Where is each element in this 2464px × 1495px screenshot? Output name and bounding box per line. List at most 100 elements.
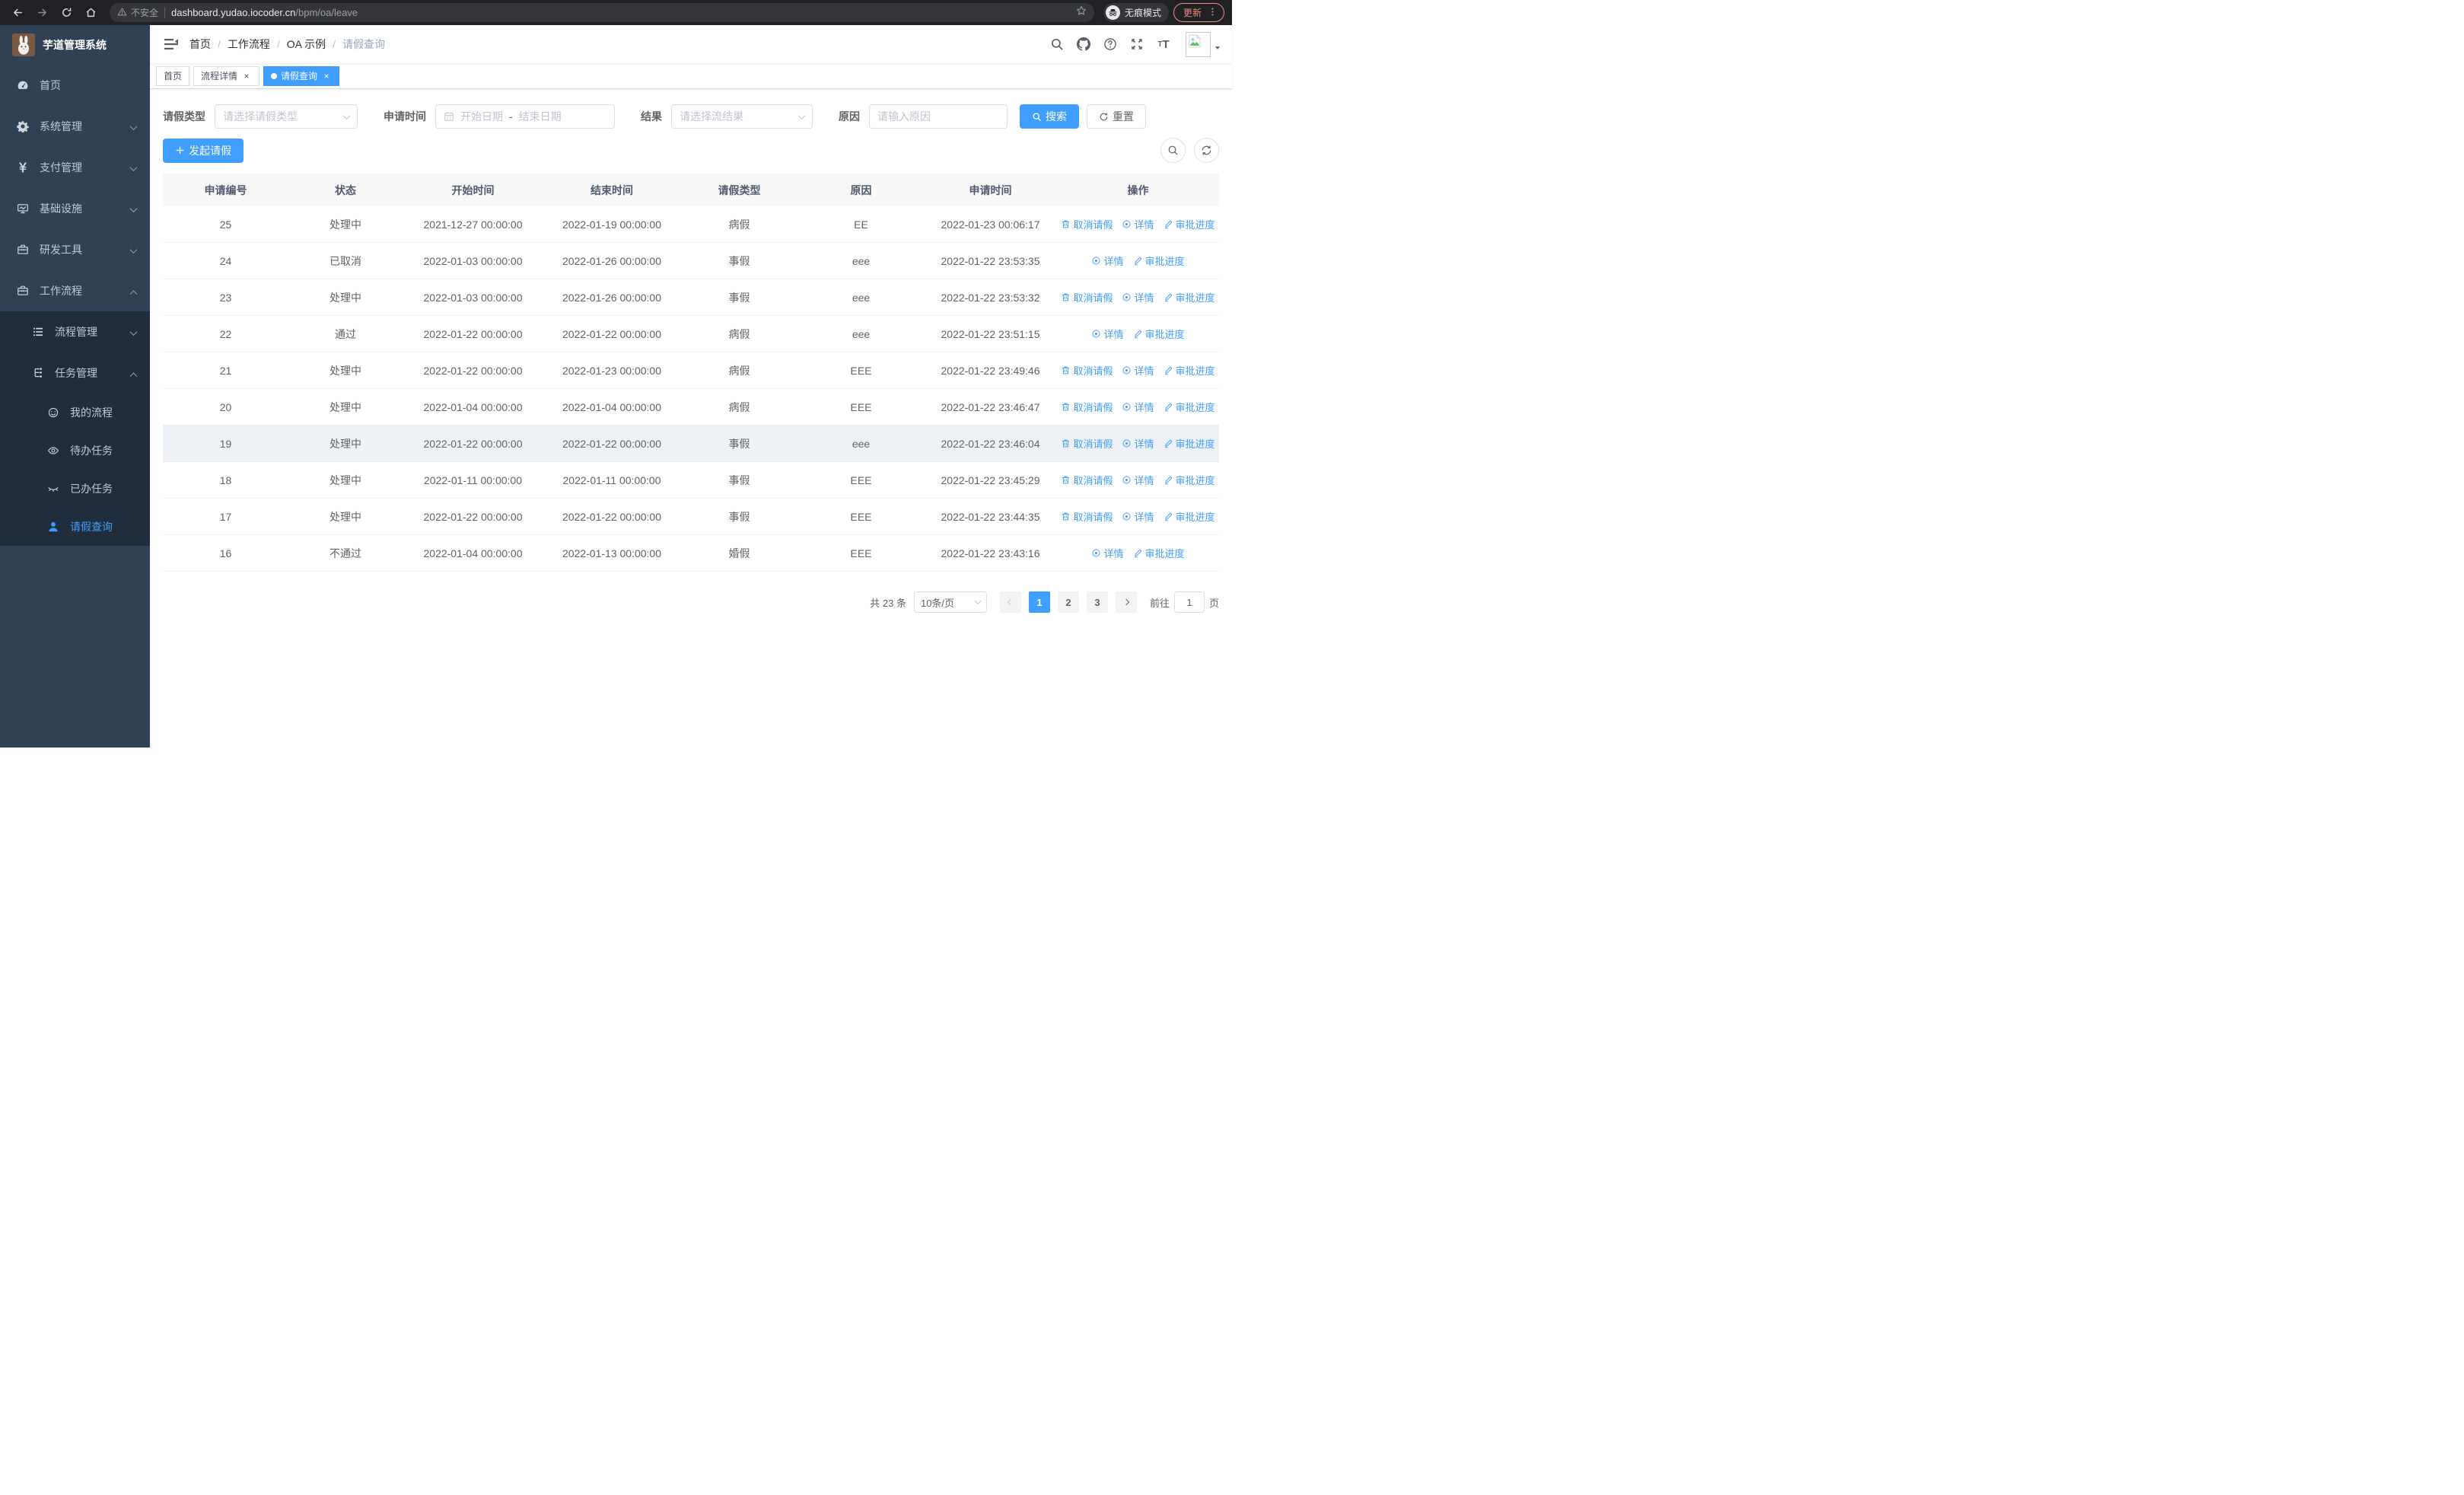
next-page-button[interactable] (1115, 591, 1137, 613)
progress-action-link[interactable]: 审批进度 (1133, 546, 1185, 560)
detail-action-link[interactable]: 详情 (1091, 546, 1124, 560)
reset-button[interactable]: 重置 (1087, 104, 1146, 129)
refresh-table-button[interactable] (1194, 138, 1219, 163)
reason-input[interactable] (877, 110, 999, 123)
detail-action-link[interactable]: 详情 (1091, 253, 1124, 268)
cell-actions: 取消请假 详情 审批进度 (1057, 363, 1219, 378)
result-label: 结果 (641, 110, 662, 123)
breadcrumb-item[interactable]: OA 示例 (286, 38, 326, 50)
progress-action-link[interactable]: 审批进度 (1164, 217, 1215, 231)
browser-reload-icon[interactable] (56, 3, 76, 23)
progress-action-link[interactable]: 审批进度 (1164, 509, 1215, 524)
cell-reason: eee (852, 437, 871, 450)
page-button-2[interactable]: 2 (1057, 591, 1079, 613)
monitor-icon (17, 202, 29, 215)
leave-type-label: 请假类型 (163, 110, 205, 123)
cell-status: 处理中 (329, 218, 361, 231)
detail-action-link[interactable]: 详情 (1122, 473, 1154, 487)
sidebar-item[interactable]: 我的流程 (0, 394, 150, 432)
create-leave-button[interactable]: 发起请假 (163, 138, 244, 163)
cancel-action-link[interactable]: 取消请假 (1061, 363, 1113, 378)
detail-action-link[interactable]: 详情 (1122, 509, 1154, 524)
sidebar-item[interactable]: 任务管理 (0, 352, 150, 394)
bookmark-star-icon[interactable] (1076, 5, 1087, 20)
cancel-action-link[interactable]: 取消请假 (1061, 509, 1113, 524)
sidebar-item[interactable]: 工作流程 (0, 270, 150, 311)
leave-type-select[interactable]: 请选择请假类型 (215, 104, 358, 129)
address-bar[interactable]: 不安全 dashboard.yudao.iocoder.cn/bpm/oa/le… (110, 3, 1094, 22)
sidebar-item[interactable]: 已办任务 (0, 470, 150, 508)
tab-label: 请假查询 (281, 71, 318, 81)
cell-id: 23 (219, 291, 232, 304)
close-icon[interactable]: × (244, 70, 250, 81)
cancel-action-link[interactable]: 取消请假 (1061, 436, 1113, 451)
user-avatar[interactable] (1186, 31, 1221, 57)
tab-active[interactable]: 请假查询 × (263, 65, 340, 86)
sidebar-item[interactable]: 支付管理 (0, 147, 150, 188)
detail-action-link[interactable]: 详情 (1122, 363, 1154, 378)
trash-icon (1061, 475, 1071, 485)
browser-menu-dots-icon[interactable] (1208, 7, 1218, 19)
progress-action-link[interactable]: 审批进度 (1164, 400, 1215, 414)
search-button[interactable]: 搜索 (1020, 104, 1079, 129)
github-icon[interactable] (1073, 33, 1094, 55)
prev-page-button[interactable] (999, 591, 1021, 613)
help-icon[interactable] (1100, 33, 1121, 55)
cancel-action-link[interactable]: 取消请假 (1061, 217, 1113, 231)
table-row: 21 处理中 2022-01-22 00:00:00 2022-01-23 00:00… (163, 352, 1219, 389)
sidebar-item[interactable]: 请假查询 (0, 508, 150, 546)
page-size-select[interactable]: 10条/页 (913, 591, 987, 613)
app-logo[interactable]: 芋道管理系统 (0, 25, 150, 65)
page-button-3[interactable]: 3 (1086, 591, 1108, 613)
column-header: 请假类型 (718, 183, 761, 196)
browser-home-icon[interactable] (81, 3, 100, 23)
progress-action-link[interactable]: 审批进度 (1133, 327, 1185, 341)
cell-type: 事假 (728, 291, 750, 304)
sidebar-item[interactable]: 研发工具 (0, 229, 150, 270)
cancel-action-link[interactable]: 取消请假 (1061, 400, 1113, 414)
detail-action-link[interactable]: 详情 (1122, 290, 1154, 304)
page-button-1[interactable]: 1 (1028, 591, 1050, 613)
browser-forward-icon[interactable] (32, 3, 52, 23)
close-icon[interactable]: × (323, 70, 329, 81)
chevron-down-icon (797, 111, 806, 120)
sidebar-item[interactable]: 基础设施 (0, 188, 150, 229)
progress-action-link[interactable]: 审批进度 (1133, 253, 1185, 268)
browser-back-icon[interactable] (8, 3, 27, 23)
detail-action-link[interactable]: 详情 (1122, 217, 1154, 231)
breadcrumb-item[interactable]: 首页 (189, 38, 211, 50)
detail-action-link[interactable]: 详情 (1122, 436, 1154, 451)
sidebar-collapse-icon[interactable] (161, 33, 182, 55)
result-select[interactable]: 请选择流结果 (671, 104, 813, 129)
browser-update-button[interactable]: 更新 (1173, 3, 1224, 22)
progress-action-link[interactable]: 审批进度 (1164, 290, 1215, 304)
progress-action-link[interactable]: 审批进度 (1164, 363, 1215, 378)
chevron-down-icon (974, 598, 982, 604)
security-warning[interactable]: 不安全 (117, 6, 158, 19)
detail-action-link[interactable]: 详情 (1122, 400, 1154, 414)
apply-time-range-picker[interactable]: 开始日期 - 结束日期 (435, 104, 615, 129)
breadcrumb-item[interactable]: 工作流程 (227, 38, 270, 50)
progress-action-link[interactable]: 审批进度 (1164, 436, 1215, 451)
goto-page-input[interactable] (1173, 591, 1205, 613)
toggle-search-button[interactable] (1160, 138, 1186, 163)
sidebar-item[interactable]: 首页 (0, 65, 150, 106)
header-search-icon[interactable] (1046, 33, 1068, 55)
sidebar-item[interactable]: 系统管理 (0, 106, 150, 147)
tab-item[interactable]: 流程详情 × (193, 65, 260, 86)
pen-icon (1133, 329, 1143, 339)
cell-reason: EEE (850, 400, 872, 413)
sidebar-item[interactable]: 待办任务 (0, 432, 150, 470)
column-header: 状态 (335, 183, 356, 196)
cancel-action-link[interactable]: 取消请假 (1061, 473, 1113, 487)
tab-item[interactable]: 首页 (156, 65, 190, 86)
sidebar-item[interactable]: 流程管理 (0, 311, 150, 352)
table-toolbar: 发起请假 (163, 138, 1219, 163)
progress-action-link[interactable]: 审批进度 (1164, 473, 1215, 487)
fullscreen-icon[interactable] (1126, 33, 1148, 55)
detail-action-link[interactable]: 详情 (1091, 327, 1124, 341)
user-icon (47, 521, 59, 533)
cancel-action-link[interactable]: 取消请假 (1061, 290, 1113, 304)
table-row: 19 处理中 2022-01-22 00:00:00 2022-01-22 00:00… (163, 426, 1219, 462)
